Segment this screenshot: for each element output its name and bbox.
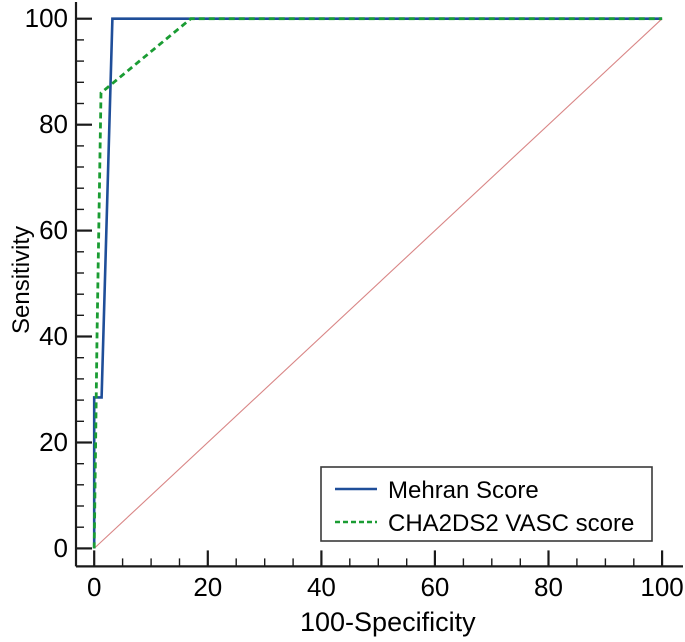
svg-text:20: 20 <box>193 572 222 602</box>
svg-text:CHA2DS2 VASC score: CHA2DS2 VASC score <box>388 510 634 537</box>
svg-text:40: 40 <box>307 572 336 602</box>
svg-text:0: 0 <box>54 533 68 563</box>
svg-text:80: 80 <box>534 572 563 602</box>
svg-text:40: 40 <box>39 321 68 351</box>
svg-text:0: 0 <box>87 572 101 602</box>
svg-text:60: 60 <box>420 572 449 602</box>
svg-text:100: 100 <box>640 572 683 602</box>
svg-text:Mehran Score: Mehran Score <box>388 477 539 504</box>
svg-text:80: 80 <box>39 109 68 139</box>
svg-text:100: 100 <box>25 3 68 33</box>
svg-text:60: 60 <box>39 215 68 245</box>
svg-text:20: 20 <box>39 427 68 457</box>
